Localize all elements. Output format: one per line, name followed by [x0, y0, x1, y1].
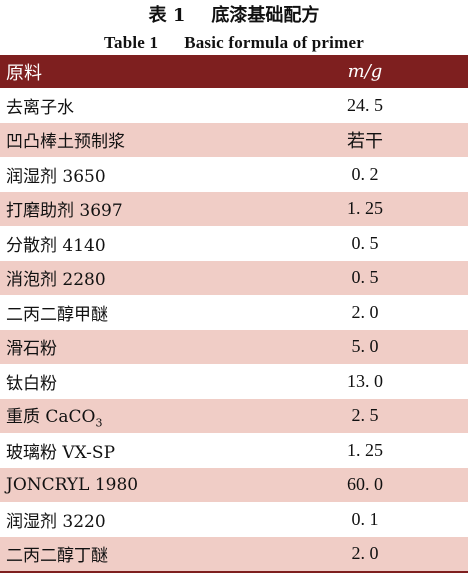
material-name: 重质 CaCO3: [0, 399, 298, 434]
formula-table: 原料 m/g 去离子水 24. 5 凹凸棒土预制浆 若干 润湿剂 3650 0.…: [0, 55, 468, 571]
caption-cn-title: 底漆基础配方: [211, 5, 320, 26]
material-mass: 24. 5: [347, 94, 383, 115]
material-mass: 若干: [347, 130, 383, 151]
material-mass: 0. 1: [351, 508, 379, 529]
material-name: 打磨助剂 3697: [6, 201, 123, 222]
material-name-main: 重质 CaCO: [6, 407, 96, 428]
table-row: 钛白粉 13. 0: [0, 364, 468, 399]
material-name: 润湿剂 3650: [6, 166, 106, 187]
material-name: 二丙二醇甲醚: [6, 304, 108, 325]
material-name: 玻璃粉 VX-SP: [6, 442, 116, 463]
table-row: 玻璃粉 VX-SP 1. 25: [0, 433, 468, 468]
material-name: JONCRYL 1980: [6, 474, 139, 495]
material-mass: 0. 5: [351, 267, 379, 288]
material-mass: 0. 5: [351, 232, 379, 253]
material-name: 凹凸棒土预制浆: [6, 132, 125, 153]
table-row: 消泡剂 2280 0. 5: [0, 260, 468, 295]
material-name: 二丙二醇丁醚: [6, 546, 108, 567]
caption-cn-label: 表 1: [148, 5, 186, 26]
table-row: 分散剂 4140 0. 5: [0, 226, 468, 261]
caption-en-title: Basic formula of primer: [184, 33, 364, 52]
table-caption-cn: 表 1 底漆基础配方: [0, 0, 468, 30]
material-name: 滑石粉: [6, 339, 57, 360]
table-bottom-rule: [0, 571, 468, 573]
table-caption-en: Table 1 Basic formula of primer: [0, 30, 468, 55]
table-row: 打磨助剂 3697 1. 25: [0, 191, 468, 226]
material-name: 钛白粉: [6, 373, 57, 394]
material-name: 去离子水: [6, 97, 74, 118]
table-row: 去离子水 24. 5: [0, 88, 468, 123]
material-name: 消泡剂 2280: [6, 270, 106, 291]
material-mass: 2. 0: [351, 543, 379, 564]
material-mass: 13. 0: [347, 370, 383, 391]
table-row: 二丙二醇甲醚 2. 0: [0, 295, 468, 330]
table-row: 重质 CaCO3 2. 5: [0, 398, 468, 434]
table-header-row: 原料 m/g: [0, 55, 468, 88]
table-row: 润湿剂 3650 0. 2: [0, 157, 468, 192]
caption-en-label: Table 1: [104, 33, 159, 52]
material-name: 分散剂 4140: [6, 235, 106, 256]
material-mass: 2. 5: [351, 405, 379, 426]
table-row: 润湿剂 3220 0. 1: [0, 502, 468, 537]
header-mass: m/g: [347, 61, 383, 82]
material-name: 润湿剂 3220: [6, 511, 106, 532]
material-mass: 0. 2: [351, 163, 379, 184]
table-row: JONCRYL 1980 60. 0: [0, 467, 468, 502]
header-material: 原料: [6, 62, 42, 84]
material-name-subscript: 3: [95, 416, 103, 430]
material-mass: 60. 0: [347, 474, 383, 495]
material-mass: 1. 25: [347, 439, 383, 460]
table-row: 二丙二醇丁醚 2. 0: [0, 536, 468, 571]
material-mass: 1. 25: [347, 198, 383, 219]
table-row: 凹凸棒土预制浆 若干: [0, 122, 468, 157]
material-mass: 2. 0: [351, 301, 379, 322]
table-row: 滑石粉 5. 0: [0, 329, 468, 364]
material-mass: 5. 0: [351, 336, 379, 357]
